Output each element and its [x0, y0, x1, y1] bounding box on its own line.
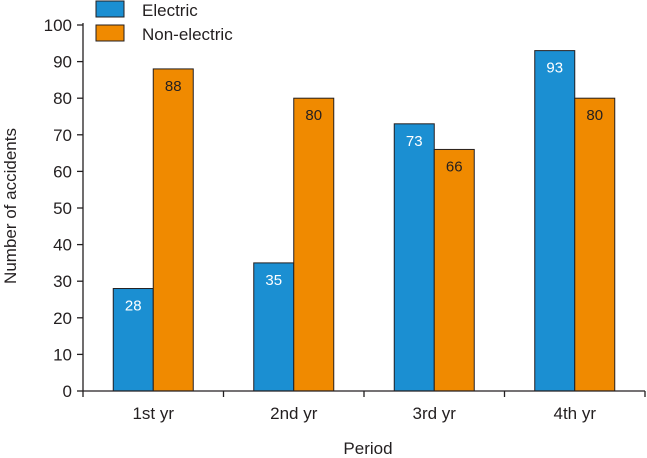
bar-electric-1 [112, 288, 154, 392]
y-tick-label: 0 [63, 382, 72, 401]
data-label: 88 [165, 78, 182, 95]
legend-swatch-electric [95, 0, 125, 18]
bar-electric-3 [393, 123, 435, 392]
data-label: 80 [586, 107, 603, 124]
data-label: 35 [265, 272, 282, 289]
legend: Electric Non-electric [95, 0, 233, 44]
bar-electric-2 [253, 262, 295, 392]
y-tick-label: 80 [53, 89, 72, 108]
bar-non-electric-4 [574, 97, 616, 392]
data-label: 80 [305, 107, 322, 124]
x-tick-label: 4th yr [553, 404, 596, 423]
x-tick-label: 2nd yr [270, 404, 318, 423]
y-tick-label: 30 [53, 272, 72, 291]
bar-non-electric-2 [293, 97, 335, 392]
bar-electric-4 [534, 50, 576, 392]
bars-layer [112, 50, 616, 392]
y-tick-label: 50 [53, 199, 72, 218]
data-label: 28 [125, 298, 142, 315]
y-tick-label: 20 [53, 309, 72, 328]
data-labels-layer: 28 88 35 80 73 66 93 80 [125, 60, 603, 315]
bar-non-electric-1 [152, 68, 194, 392]
legend-label: Non-electric [142, 25, 233, 44]
x-tick-label: 3rd yr [413, 404, 457, 423]
legend-swatch-non-electric [95, 24, 125, 42]
y-axis-title: Number of accidents [1, 128, 20, 284]
y-tick-label: 70 [53, 126, 72, 145]
y-tick-label: 90 [53, 53, 72, 72]
data-label: 66 [446, 158, 463, 175]
axes-layer: 0 10 20 30 40 50 60 70 80 90 100 1st yr 2nd yr 3rd yr… [44, 16, 646, 423]
legend-label: Electric [142, 1, 198, 20]
bar-non-electric-3 [433, 148, 475, 392]
y-tick-label: 40 [53, 236, 72, 255]
data-label: 93 [546, 60, 563, 77]
y-tick-label: 60 [53, 162, 72, 181]
x-tick-label: 1st yr [132, 404, 174, 423]
x-axis-title: Period [343, 439, 392, 458]
y-tick-label: 10 [53, 345, 72, 364]
y-tick-label: 100 [44, 16, 72, 35]
data-label: 73 [406, 133, 423, 150]
